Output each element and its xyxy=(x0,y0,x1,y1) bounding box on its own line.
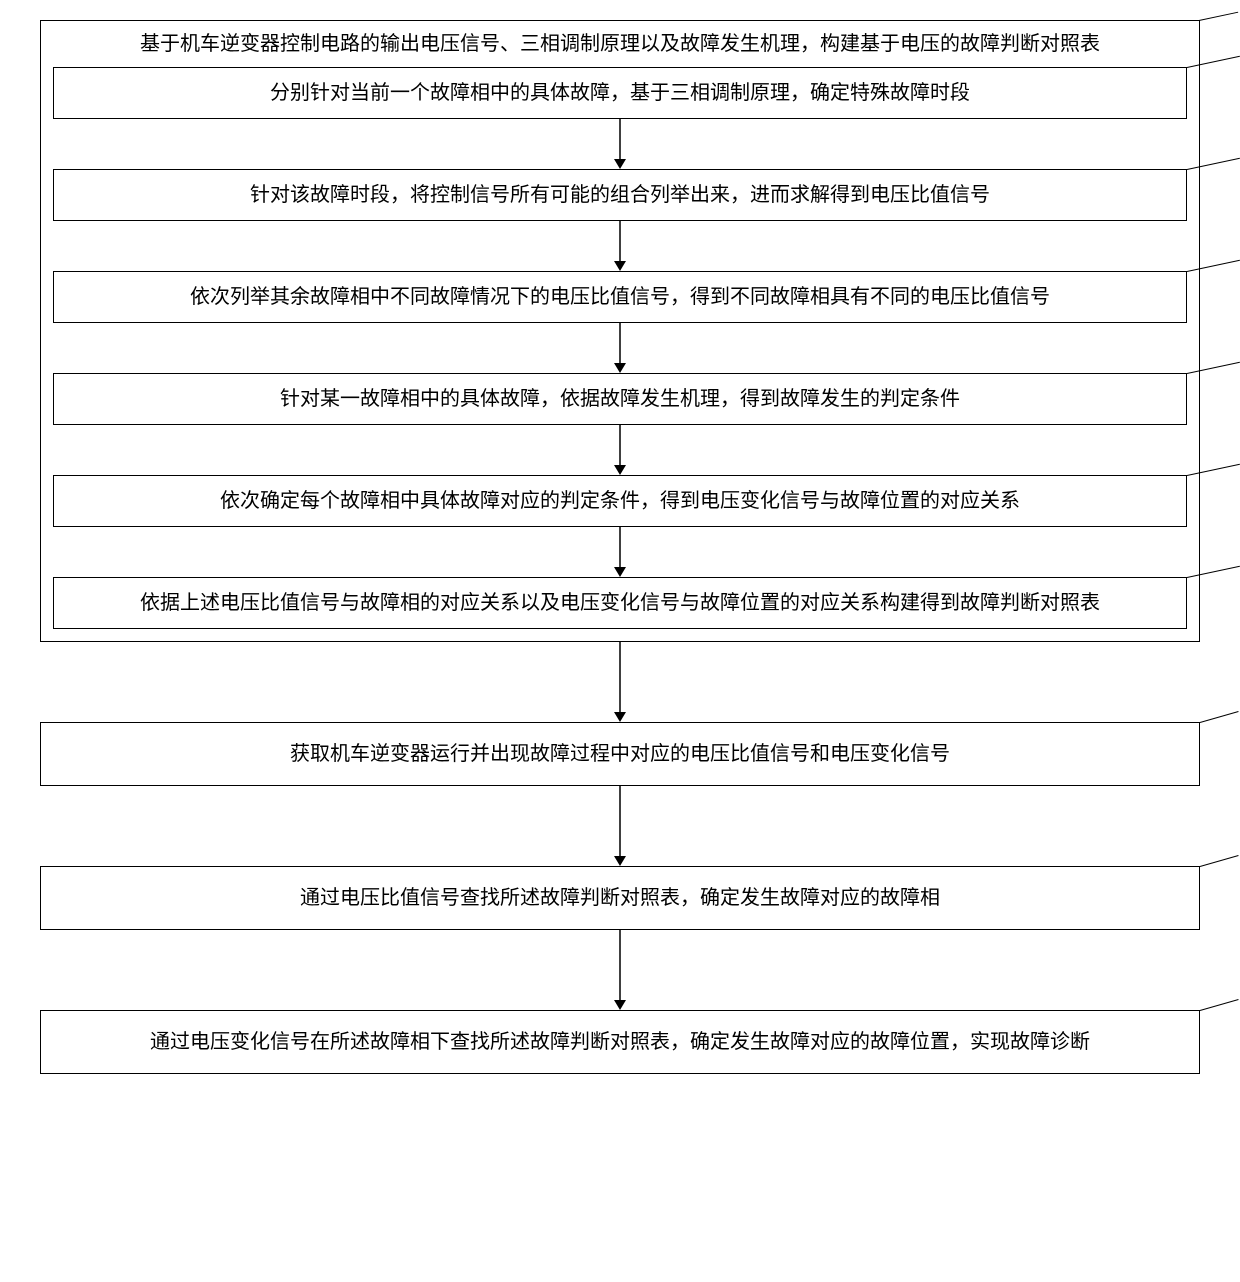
arrow-s13-s14 xyxy=(53,323,1187,373)
arrow-s14-s15 xyxy=(53,425,1187,475)
s16-box: 依据上述电压比值信号与故障相的对应关系以及电压变化信号与故障位置的对应关系构建得… xyxy=(53,577,1187,629)
s1-wrap: S1 基于机车逆变器控制电路的输出电压信号、三相调制原理以及故障发生机理，构建基… xyxy=(40,20,1200,642)
s1-outer-box: S1 基于机车逆变器控制电路的输出电压信号、三相调制原理以及故障发生机理，构建基… xyxy=(40,20,1200,642)
s3-leader xyxy=(1200,855,1239,867)
s15-box: 依次确定每个故障相中具体故障对应的判定条件，得到电压变化信号与故障位置的对应关系 xyxy=(53,475,1187,527)
s13-box: 依次列举其余故障相中不同故障情况下的电压比值信号，得到不同故障相具有不同的电压比… xyxy=(53,271,1187,323)
arrow-down-icon xyxy=(610,323,630,373)
s1-leader xyxy=(1199,12,1238,21)
arrow-s3-s4 xyxy=(40,930,1200,1010)
s4-wrap: 通过电压变化信号在所述故障相下查找所述故障判断对照表，确定发生故障对应的故障位置… xyxy=(40,1010,1200,1074)
s15-leader xyxy=(1187,464,1240,476)
arrow-down-icon xyxy=(610,642,630,722)
arrow-down-icon xyxy=(610,221,630,271)
arrow-down-icon xyxy=(610,930,630,1010)
s12-box: 针对该故障时段，将控制信号所有可能的组合列举出来，进而求解得到电压比值信号 xyxy=(53,169,1187,221)
s3-wrap: 通过电压比值信号查找所述故障判断对照表，确定发生故障对应的故障相 S3 xyxy=(40,866,1200,930)
arrow-s15-s16 xyxy=(53,527,1187,577)
s13-text: 依次列举其余故障相中不同故障情况下的电压比值信号，得到不同故障相具有不同的电压比… xyxy=(190,286,1050,308)
arrow-down-icon xyxy=(610,425,630,475)
s11-text: 分别针对当前一个故障相中的具体故障，基于三相调制原理，确定特殊故障时段 xyxy=(270,82,970,104)
s13-wrap: 依次列举其余故障相中不同故障情况下的电压比值信号，得到不同故障相具有不同的电压比… xyxy=(53,271,1187,323)
s15-wrap: 依次确定每个故障相中具体故障对应的判定条件，得到电压变化信号与故障位置的对应关系… xyxy=(53,475,1187,527)
s11-leader xyxy=(1187,56,1240,68)
s11-wrap: 分别针对当前一个故障相中的具体故障，基于三相调制原理，确定特殊故障时段 S11 xyxy=(53,67,1187,119)
s2-text: 获取机车逆变器运行并出现故障过程中对应的电压比值信号和电压变化信号 xyxy=(290,743,950,765)
s3-box: 通过电压比值信号查找所述故障判断对照表，确定发生故障对应的故障相 xyxy=(40,866,1200,930)
s1-title: 基于机车逆变器控制电路的输出电压信号、三相调制原理以及故障发生机理，构建基于电压… xyxy=(53,29,1187,59)
s2-wrap: 获取机车逆变器运行并出现故障过程中对应的电压比值信号和电压变化信号 S2 xyxy=(40,722,1200,786)
arrow-s12-s13 xyxy=(53,221,1187,271)
s15-text: 依次确定每个故障相中具体故障对应的判定条件，得到电压变化信号与故障位置的对应关系 xyxy=(220,490,1020,512)
s13-leader xyxy=(1187,260,1240,272)
s14-box: 针对某一故障相中的具体故障，依据故障发生机理，得到故障发生的判定条件 xyxy=(53,373,1187,425)
arrow-s1-s2 xyxy=(40,642,1200,722)
arrow-down-icon xyxy=(610,119,630,169)
s16-leader xyxy=(1187,566,1240,578)
s2-box: 获取机车逆变器运行并出现故障过程中对应的电压比值信号和电压变化信号 xyxy=(40,722,1200,786)
s2-leader xyxy=(1200,711,1239,723)
flowchart-container: S1 基于机车逆变器控制电路的输出电压信号、三相调制原理以及故障发生机理，构建基… xyxy=(40,20,1200,1074)
arrow-s11-s12 xyxy=(53,119,1187,169)
arrow-down-icon xyxy=(610,527,630,577)
s11-box: 分别针对当前一个故障相中的具体故障，基于三相调制原理，确定特殊故障时段 xyxy=(53,67,1187,119)
s12-text: 针对该故障时段，将控制信号所有可能的组合列举出来，进而求解得到电压比值信号 xyxy=(250,184,990,206)
s16-wrap: 依据上述电压比值信号与故障相的对应关系以及电压变化信号与故障位置的对应关系构建得… xyxy=(53,577,1187,629)
s12-leader xyxy=(1187,158,1240,170)
s14-wrap: 针对某一故障相中的具体故障，依据故障发生机理，得到故障发生的判定条件 S14 xyxy=(53,373,1187,425)
arrow-s2-s3 xyxy=(40,786,1200,866)
s16-text: 依据上述电压比值信号与故障相的对应关系以及电压变化信号与故障位置的对应关系构建得… xyxy=(140,592,1100,614)
arrow-down-icon xyxy=(610,786,630,866)
s14-leader xyxy=(1187,362,1240,374)
s14-text: 针对某一故障相中的具体故障，依据故障发生机理，得到故障发生的判定条件 xyxy=(280,388,960,410)
s4-text: 通过电压变化信号在所述故障相下查找所述故障判断对照表，确定发生故障对应的故障位置… xyxy=(150,1031,1090,1053)
s3-text: 通过电压比值信号查找所述故障判断对照表，确定发生故障对应的故障相 xyxy=(300,887,940,909)
s4-box: 通过电压变化信号在所述故障相下查找所述故障判断对照表，确定发生故障对应的故障位置… xyxy=(40,1010,1200,1074)
s12-wrap: 针对该故障时段，将控制信号所有可能的组合列举出来，进而求解得到电压比值信号 S1… xyxy=(53,169,1187,221)
s4-leader xyxy=(1200,999,1239,1011)
